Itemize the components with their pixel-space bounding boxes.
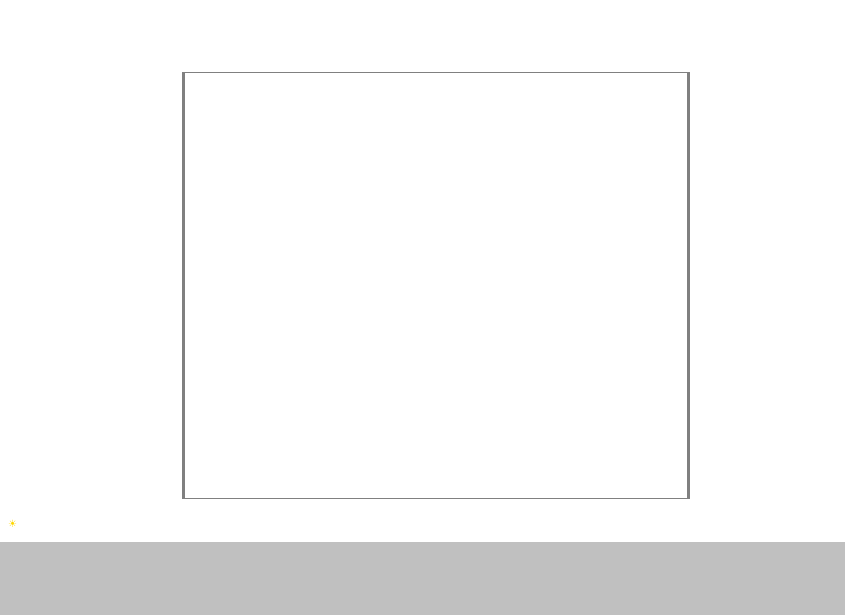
summary-table (0, 541, 845, 615)
weather-plot[interactable] (182, 72, 690, 499)
current-time: ☀ (8, 519, 17, 530)
weather-icon: ☀ (8, 519, 17, 530)
